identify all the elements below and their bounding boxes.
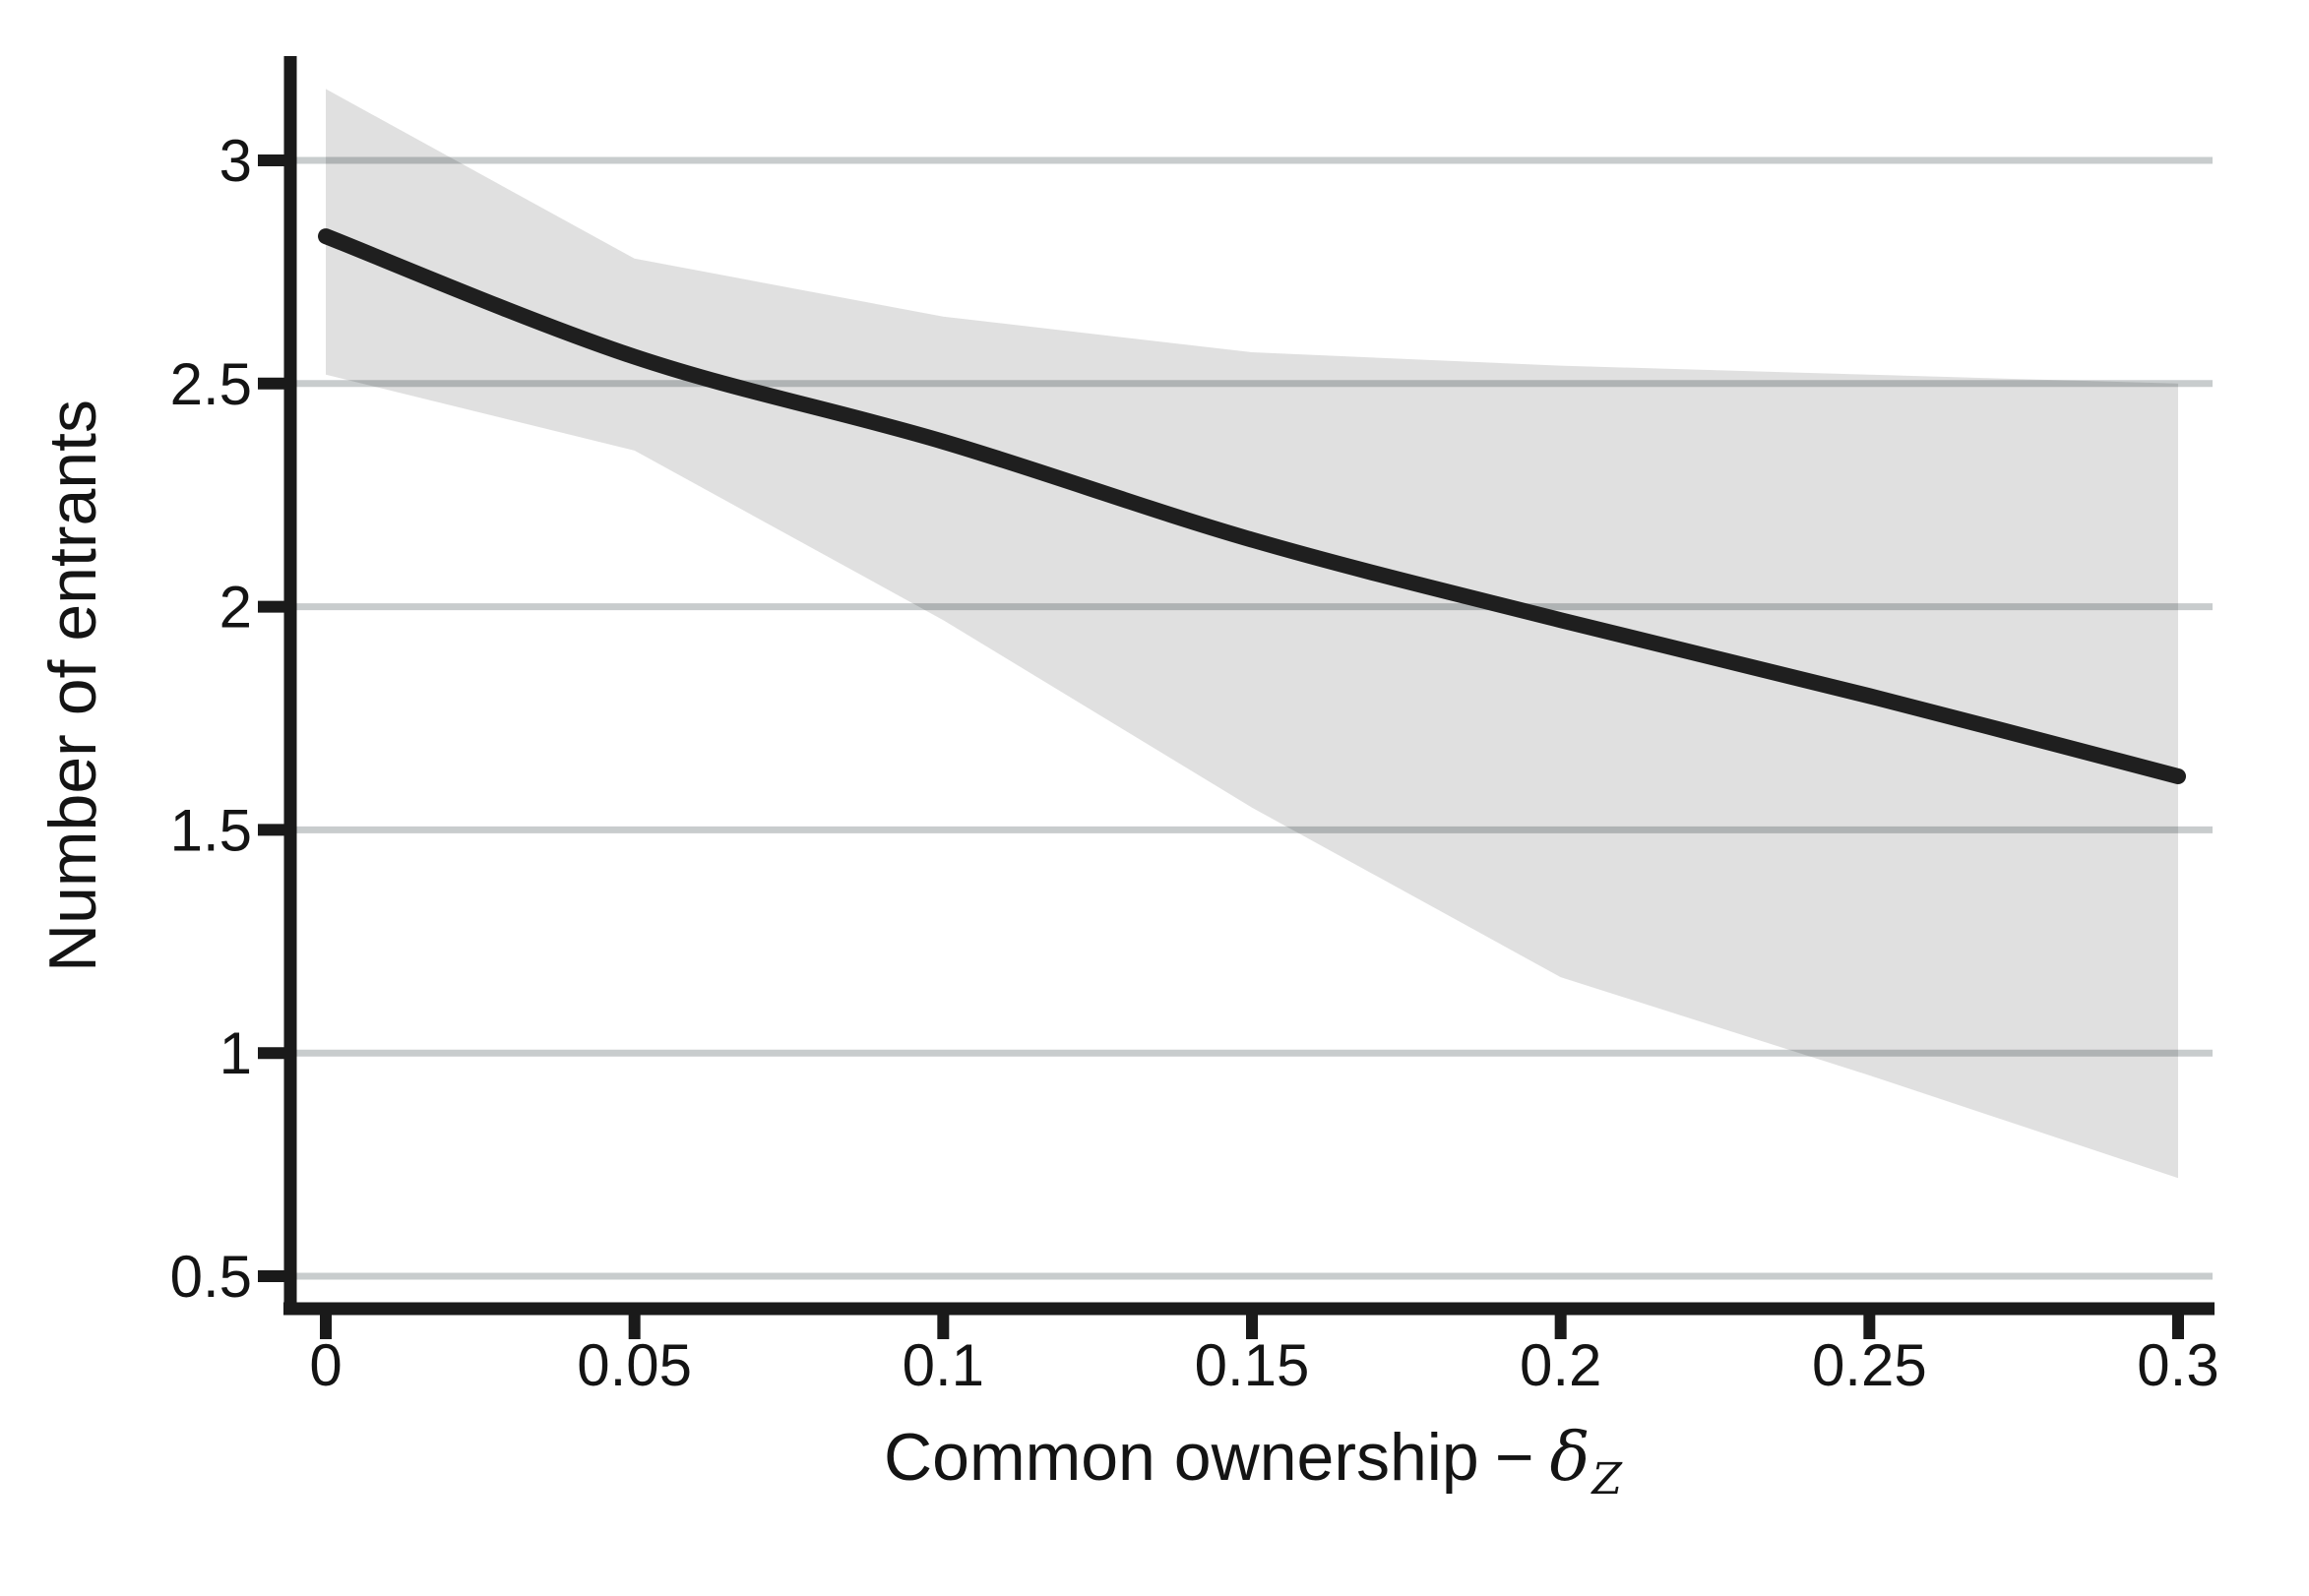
gridlines (296, 156, 2213, 1280)
y-tick-label: 3 (219, 128, 252, 194)
y-tick-label: 0.5 (170, 1244, 252, 1310)
y-axis-title: Number of entrants (35, 399, 110, 973)
x-tick-label: 0.1 (903, 1332, 984, 1398)
x-tick-label: 0.2 (1520, 1332, 1601, 1398)
minus-sign: − (1494, 1420, 1534, 1495)
y-tick-label: 1.5 (170, 797, 252, 863)
x-tick-label: 0.3 (2137, 1332, 2218, 1398)
x-tick-label: 0.15 (1195, 1332, 1310, 1398)
confidence-band-area (326, 89, 2178, 1179)
y-tick-label: 1 (219, 1020, 252, 1086)
estimate-line-path (318, 228, 2186, 784)
x-axis-title-text: Common ownership (884, 1420, 1479, 1495)
delta-symbol: δ (1549, 1419, 1591, 1497)
x-axis-title: Common ownership − δZ (884, 1419, 1622, 1504)
x-tick-label: 0.05 (577, 1332, 692, 1398)
estimate-line (318, 228, 2186, 784)
y-tick-label: 2.5 (170, 351, 252, 417)
confidence-band (326, 89, 2178, 1179)
delta-subscript: Z (1591, 1454, 1622, 1504)
tick-labels: 0.5 1 1.5 2 2.5 3 0 0.05 0.1 0.15 0.2 0.25 0.3 (170, 128, 2219, 1398)
x-tick-label: 0 (309, 1332, 342, 1398)
axes (258, 56, 2215, 1339)
x-tick-label: 0.25 (1812, 1332, 1927, 1398)
y-tick-label: 2 (219, 575, 252, 641)
